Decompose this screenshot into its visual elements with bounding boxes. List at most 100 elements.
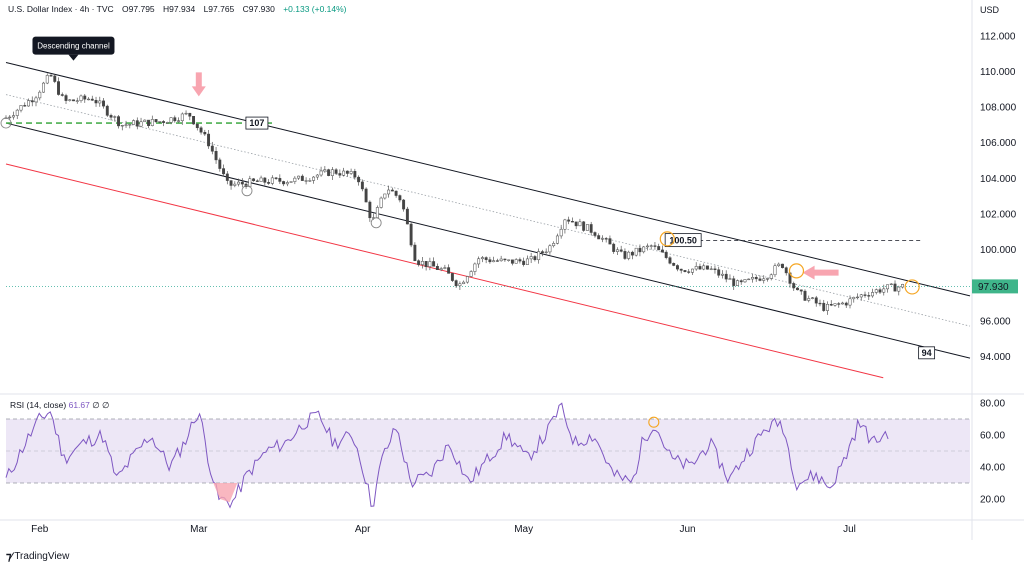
candle-body: [657, 246, 661, 251]
rsi-pane[interactable]: [5, 402, 970, 509]
candle-body: [792, 283, 796, 289]
main-pane[interactable]: 107 100.50 94: [4, 62, 972, 379]
currency-label: USD: [980, 5, 1000, 15]
candle-body: [143, 119, 147, 123]
candle-body: [72, 99, 75, 102]
candle-body: [495, 260, 499, 262]
candle-body: [732, 278, 736, 286]
candle-body: [540, 251, 544, 253]
candle-body: [338, 173, 342, 176]
candle-body: [724, 273, 728, 280]
candle-body: [424, 261, 428, 267]
candle-body: [443, 267, 447, 269]
candle-body: [574, 221, 578, 227]
support-line: [5, 163, 884, 379]
brand[interactable]: ⁊⁄ TradingView: [6, 550, 69, 563]
candle-body: [503, 258, 507, 261]
candle-body: [713, 268, 717, 270]
candle-body: [214, 151, 218, 161]
candle-body: [533, 256, 537, 261]
candle-body: [345, 170, 349, 174]
candle-body: [615, 249, 619, 252]
candle-body: [188, 112, 192, 117]
candle-body: [360, 181, 364, 190]
candle-body: [139, 121, 143, 127]
candle-body: [484, 257, 488, 260]
candle-body: [660, 249, 664, 253]
candle-body: [537, 251, 541, 261]
candle-body: [150, 119, 154, 126]
arrow-left-icon: [802, 265, 839, 280]
candle-body: [357, 176, 361, 183]
candle-body: [492, 260, 496, 263]
candle-body: [330, 169, 334, 176]
rsi-line: [5, 402, 889, 509]
candle-body: [225, 173, 229, 181]
candle-body: [413, 244, 417, 261]
candle-body: [811, 297, 814, 299]
candle-body: [728, 278, 732, 280]
candle-body: [762, 278, 766, 281]
candle-body: [289, 181, 293, 183]
candle-body: [109, 115, 113, 118]
candle-body: [769, 274, 773, 279]
candle-body: [871, 292, 874, 297]
candle-body: [12, 115, 15, 118]
rsi-label: RSI (14, close): [10, 400, 67, 410]
circle-marker-icon: [0, 117, 12, 129]
candle-body: [184, 112, 188, 115]
callout-pointer: [68, 54, 79, 61]
candle-body: [383, 193, 387, 199]
candle-body: [192, 116, 196, 125]
candle-body: [68, 99, 72, 101]
candle-body: [882, 288, 886, 293]
candle-body: [634, 247, 638, 256]
candle-body: [15, 109, 19, 116]
candle-body: [687, 271, 691, 273]
last-price-label: 97.930: [978, 282, 1009, 293]
candle-body: [469, 271, 473, 277]
level-tag-label: 107: [249, 118, 264, 128]
candle-body: [691, 268, 694, 273]
candle-body: [518, 259, 522, 262]
arrow-down-icon: [191, 72, 206, 97]
tradingview-logo-icon: ⁊⁄: [6, 551, 12, 563]
candle-body: [368, 201, 372, 219]
candle-body: [676, 265, 679, 270]
price-tick-label: 112.000: [980, 31, 1016, 42]
rsi-tick-label: 40.00: [980, 463, 1005, 474]
rsi-value: 61.67: [68, 400, 90, 410]
candle-body: [169, 117, 173, 123]
candle-body: [203, 131, 207, 135]
candle-body: [304, 180, 308, 182]
candle-body: [300, 175, 304, 181]
candle-body: [600, 238, 604, 240]
candle-body: [706, 265, 709, 270]
candle-body: [747, 278, 751, 281]
candle-body: [627, 251, 631, 259]
candle-body: [754, 277, 758, 280]
annotations: Descending channel: [0, 36, 920, 295]
candle-body: [248, 178, 252, 187]
candle-body: [893, 283, 897, 292]
candle-body: [364, 188, 368, 203]
candle-body: [53, 75, 57, 82]
candle-body: [57, 81, 60, 95]
candle-body: [210, 145, 214, 152]
time-tick-label: Mar: [190, 524, 208, 535]
rsi-oversold-fill: [213, 483, 238, 503]
candle-body: [608, 238, 612, 245]
high-value: H97.934: [163, 4, 196, 14]
candle-body: [874, 289, 878, 293]
candle-body: [27, 100, 30, 107]
candle-body: [454, 280, 458, 287]
candle-body: [240, 181, 244, 185]
candle-body: [233, 183, 237, 186]
candle-body: [135, 120, 139, 127]
candle-body: [664, 251, 668, 258]
candle-body: [822, 302, 826, 311]
candle-body: [844, 302, 848, 306]
candle-body: [285, 182, 289, 185]
level-tag-label: 100.50: [669, 236, 697, 246]
